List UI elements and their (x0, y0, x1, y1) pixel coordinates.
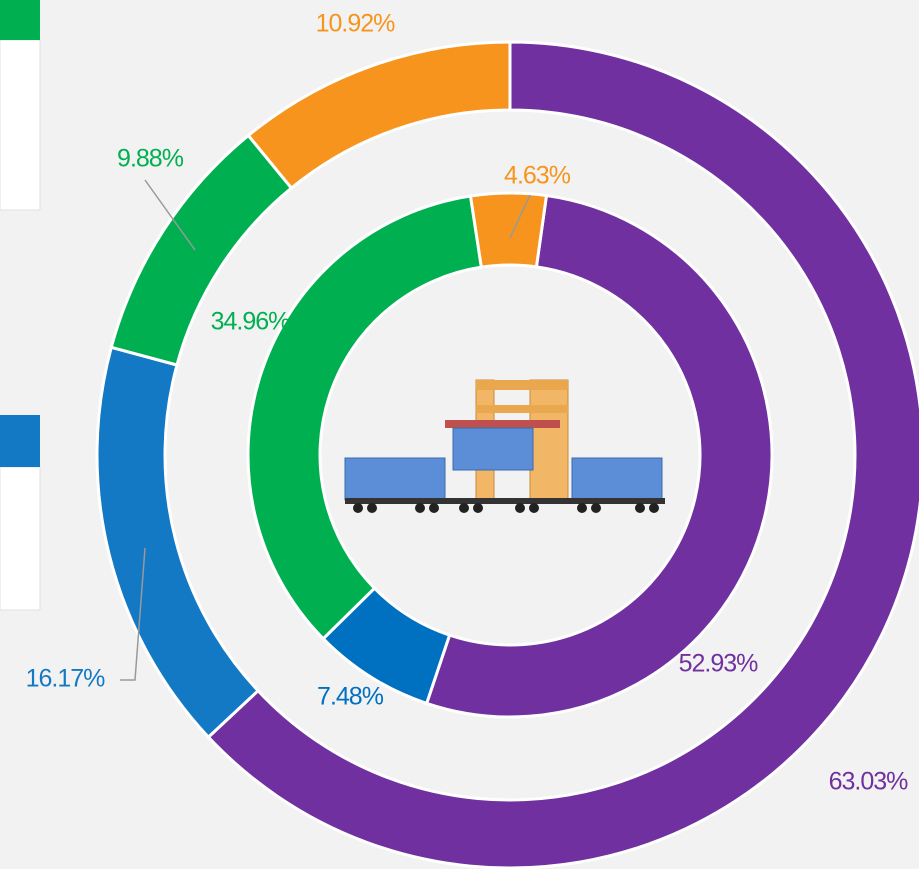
data-label: 4.63% (504, 162, 571, 190)
data-label: 34.96% (211, 308, 291, 336)
legend-swatch (0, 0, 40, 40)
slice (246, 194, 484, 641)
slice (246, 40, 512, 191)
legend-card (0, 466, 41, 611)
data-label: 7.48% (317, 683, 384, 711)
leader-lines (120, 179, 531, 681)
slice (206, 40, 919, 869)
legend-card (0, 39, 41, 211)
slice (468, 191, 549, 269)
legend-swatch (0, 415, 40, 467)
center-illustration (344, 379, 665, 513)
data-label: 16.17% (26, 665, 106, 693)
data-label: 63.03% (829, 768, 909, 796)
slice (424, 193, 774, 719)
data-label: 52.93% (679, 650, 759, 678)
data-label: 9.88% (117, 145, 184, 173)
rings (95, 40, 919, 869)
slice (95, 345, 261, 740)
data-label: 10.92% (316, 10, 396, 38)
